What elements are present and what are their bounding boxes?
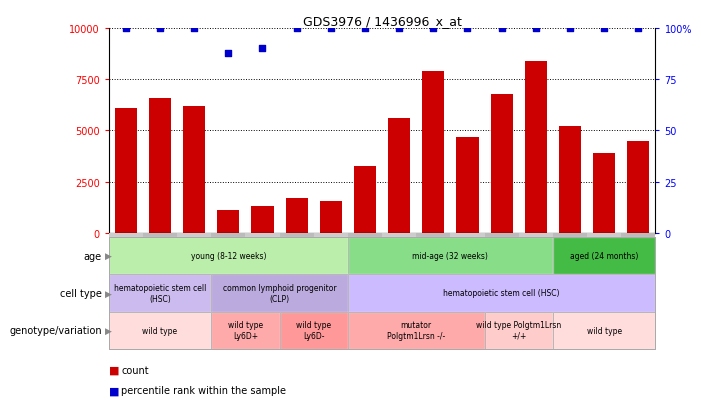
Text: ▶: ▶ — [105, 326, 112, 335]
Bar — [252, 207, 273, 233]
Title: GDS3976 / 1436996_x_at: GDS3976 / 1436996_x_at — [303, 15, 461, 28]
Text: young (8-12 weeks): young (8-12 weeks) — [191, 252, 266, 261]
Point — [633, 26, 644, 32]
Point — [462, 26, 473, 32]
Text: wild type
Ly6D+: wild type Ly6D+ — [228, 321, 263, 340]
Bar — [422, 72, 444, 233]
Text: ■: ■ — [109, 385, 119, 395]
Bar — [115, 109, 137, 233]
Point — [189, 26, 200, 32]
Bar — [388, 119, 410, 233]
Bar — [149, 98, 171, 233]
Bar — [285, 199, 308, 233]
Bar — [456, 137, 479, 233]
Point — [360, 26, 371, 32]
Text: hematopoietic stem cell (HSC): hematopoietic stem cell (HSC) — [444, 289, 560, 298]
Point — [223, 50, 234, 57]
Text: ■: ■ — [109, 365, 119, 375]
Text: common lymphoid progenitor
(CLP): common lymphoid progenitor (CLP) — [223, 284, 336, 303]
Text: mid-age (32 weeks): mid-age (32 weeks) — [412, 252, 489, 261]
Text: ▶: ▶ — [105, 289, 112, 298]
Text: genotype/variation: genotype/variation — [9, 325, 102, 335]
Text: count: count — [121, 365, 149, 375]
Text: percentile rank within the sample: percentile rank within the sample — [121, 385, 286, 395]
Text: aged (24 months): aged (24 months) — [570, 252, 639, 261]
Bar — [491, 94, 512, 233]
Bar — [525, 62, 547, 233]
Point — [257, 46, 268, 52]
Bar — [217, 211, 239, 233]
Text: wild type Polgtm1Lrsn
+/+: wild type Polgtm1Lrsn +/+ — [476, 321, 562, 340]
Bar — [627, 141, 649, 233]
Point — [120, 26, 131, 32]
Text: wild type
Ly6D-: wild type Ly6D- — [296, 321, 332, 340]
Point — [393, 26, 404, 32]
Text: wild type: wild type — [587, 326, 622, 335]
Text: cell type: cell type — [60, 288, 102, 298]
Point — [325, 26, 336, 32]
Point — [154, 26, 165, 32]
Point — [564, 26, 576, 32]
Point — [428, 26, 439, 32]
Point — [530, 26, 541, 32]
Point — [496, 26, 508, 32]
Text: hematopoietic stem cell
(HSC): hematopoietic stem cell (HSC) — [114, 284, 206, 303]
Point — [291, 26, 302, 32]
Bar — [320, 202, 342, 233]
Text: wild type: wild type — [142, 326, 177, 335]
Text: age: age — [83, 251, 102, 261]
Text: mutator
Polgtm1Lrsn -/-: mutator Polgtm1Lrsn -/- — [387, 321, 445, 340]
Text: ▶: ▶ — [105, 252, 112, 261]
Point — [599, 26, 610, 32]
Bar — [354, 167, 376, 233]
Bar — [559, 127, 581, 233]
Bar — [183, 107, 205, 233]
Bar — [593, 154, 615, 233]
